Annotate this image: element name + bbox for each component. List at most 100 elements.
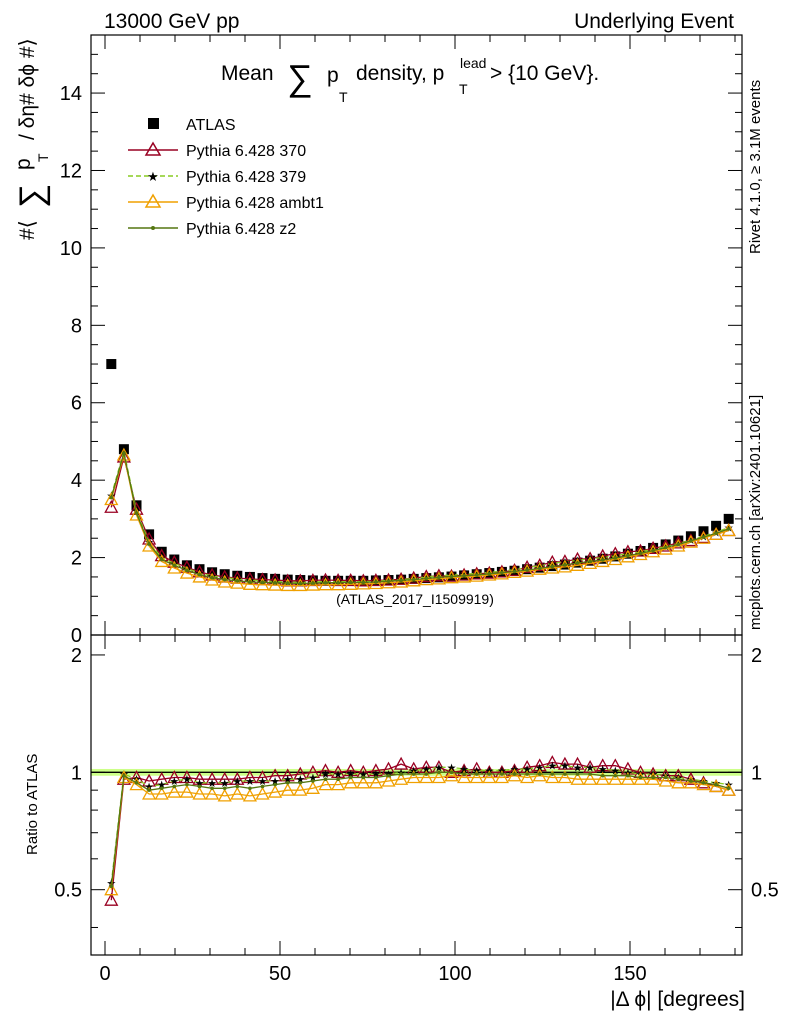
data-point-z2 — [676, 542, 681, 547]
data-point-ambt1 — [368, 576, 383, 590]
ylabel-sum: ∑ — [13, 184, 51, 208]
ratio-point-p370 — [595, 758, 610, 772]
main-y-tick-label: 0 — [71, 625, 82, 647]
data-point-ambt1 — [142, 538, 157, 552]
ratio-panel-series: ★★★ ★ ★ ★ ★ ★ ★ ★ ★ ★ ★ ★ ★ ★ ★ ★ ★ ★ ★ ★ ★ ★ ★ ★ ★ ★ ★ ★ ★ ★ ★ ★ ★ ★ ★ ★ ★ ★… — [104, 755, 736, 906]
data-point-p370 — [394, 571, 409, 585]
ratio-point-z2 — [512, 772, 517, 776]
data-point-z2 — [109, 495, 114, 500]
ylabel-T: T — [35, 153, 51, 162]
title-prefix: Mean — [221, 62, 274, 85]
header-right: Underlying Event — [574, 10, 734, 33]
ratio-line-z2 — [110, 771, 729, 887]
data-point-z2 — [714, 531, 718, 535]
ratio-point-z2 — [500, 772, 504, 776]
ratio-point-z2 — [323, 777, 328, 782]
ratio-point-ambt1 — [230, 786, 245, 800]
ratio-point-p370 — [179, 770, 194, 784]
data-point-z2 — [701, 535, 706, 539]
data-point-z2 — [411, 577, 416, 582]
main-y-tick-label: 6 — [71, 393, 82, 415]
data-point-atlas — [711, 520, 722, 531]
ratio-point-ambt1 — [633, 771, 648, 785]
data-point-z2 — [500, 570, 504, 575]
data-point-z2 — [588, 559, 592, 564]
ratio-point-z2 — [374, 775, 378, 780]
ratio-point-ambt1 — [142, 786, 157, 800]
ratio-point-ambt1 — [658, 773, 673, 787]
ratio-point-ambt1 — [192, 786, 207, 800]
ratio-point-p379: ★ — [447, 762, 457, 774]
data-point-ambt1 — [217, 574, 232, 588]
data-point-z2 — [449, 574, 454, 579]
data-point-atlas — [106, 359, 117, 370]
data-point-ambt1 — [331, 577, 346, 591]
ratio-point-ambt1 — [532, 768, 547, 782]
data-point-p370 — [646, 540, 661, 554]
data-point-p370 — [343, 573, 358, 587]
data-point-z2 — [374, 580, 378, 584]
data-point-z2 — [386, 579, 391, 583]
ratio-point-p379: ★ — [358, 769, 368, 781]
ratio-point-p379: ★ — [220, 778, 230, 790]
ratio-point-p379: ★ — [283, 774, 293, 786]
data-point-ambt1 — [167, 560, 182, 574]
ratio-point-ambt1 — [683, 775, 698, 789]
data-point-z2 — [563, 563, 567, 567]
data-point-atlas — [194, 564, 205, 575]
ratio-point-z2 — [563, 772, 567, 776]
ratio-point-ambt1 — [620, 771, 635, 785]
ratio-point-ambt1 — [444, 768, 459, 782]
ratio-point-z2 — [474, 772, 479, 776]
ratio-point-ambt1 — [583, 771, 598, 785]
ratio-point-ambt1 — [457, 770, 472, 784]
ratio-point-ambt1 — [394, 771, 409, 785]
ratio-y-tick-label-right: 1 — [751, 762, 762, 784]
data-point-z2 — [285, 581, 290, 585]
ratio-point-ambt1 — [368, 775, 383, 789]
ratio-point-z2 — [386, 773, 391, 778]
series-line-ambt1 — [110, 454, 729, 587]
ratio-point-z2 — [525, 772, 529, 776]
ratio-point-p379: ★ — [258, 776, 268, 788]
data-point-p379: ★ — [560, 557, 570, 569]
ratio-point-ambt1 — [154, 786, 169, 800]
x-tick-label: 0 — [99, 963, 110, 985]
ratio-point-p379: ★ — [421, 764, 431, 776]
data-point-z2 — [638, 551, 643, 556]
ratio-point-p379: ★ — [573, 762, 583, 774]
data-point-z2 — [474, 573, 479, 577]
ylabel-b: / δη# δϕ #⟩ — [16, 38, 39, 140]
ratio-point-ambt1 — [305, 780, 320, 794]
x-tick-label: 50 — [269, 963, 291, 985]
ratio-point-ambt1 — [104, 882, 119, 896]
ratio-point-z2 — [298, 780, 303, 785]
main-y-tick-label: 2 — [71, 548, 82, 570]
data-point-z2 — [348, 580, 353, 585]
data-point-ambt1 — [394, 574, 409, 588]
ratio-point-p379: ★ — [308, 772, 318, 784]
ratio-point-p379: ★ — [434, 762, 444, 774]
ratio-point-p379: ★ — [560, 761, 570, 773]
ratio-point-p379: ★ — [371, 769, 381, 781]
ratio-point-ambt1 — [406, 770, 421, 784]
ratio-point-ambt1 — [696, 777, 711, 791]
legend-label-z2: Pythia 6.428 z2 — [186, 221, 296, 238]
ratio-y-tick-label: 1 — [71, 762, 82, 784]
ratio-point-z2 — [260, 784, 265, 789]
ratio-point-ambt1 — [482, 770, 497, 784]
data-point-ambt1 — [230, 575, 245, 589]
data-point-ambt1 — [116, 447, 131, 461]
data-point-z2 — [626, 553, 630, 558]
ratio-point-p370 — [557, 756, 572, 770]
legend-label-ambt1: Pythia 6.428 ambt1 — [186, 195, 324, 212]
data-point-ambt1 — [431, 571, 446, 585]
legend-label-p370: Pythia 6.428 370 — [186, 143, 306, 160]
title-mid: density, p — [356, 62, 444, 85]
data-point-atlas — [181, 560, 192, 571]
legend: ATLAS Pythia 6.428 370 ★ Pythia 6.428 37… — [128, 117, 324, 238]
ratio-point-p379: ★ — [346, 769, 356, 781]
ratio-point-p379: ★ — [321, 769, 331, 781]
data-point-ambt1 — [305, 577, 320, 591]
ratio-point-z2 — [411, 772, 416, 776]
